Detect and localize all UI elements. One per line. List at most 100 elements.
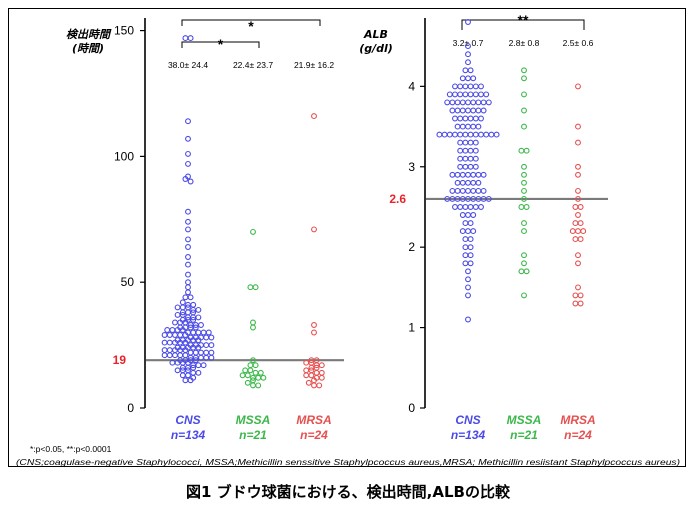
panel1-category-label: CNS [175,413,200,427]
panel2-data-point-cns [472,131,479,138]
panel2-data-point-cns [465,75,471,82]
panel1-data-point-cns [185,150,191,157]
panel1-data-point-cns [182,176,189,182]
panel2-data-point-cns [472,204,479,210]
significance-note: *:p<0.05, **:p<0.0001 [30,444,112,454]
panel2-data-point-cns [465,292,471,299]
panel2-data-point-cns [465,43,471,50]
panel1-n-label: n=134 [171,428,206,442]
panel2-category-label: MSSA [507,413,542,427]
panel2-data-point-cns [446,91,453,98]
panel2-data-point-cns [465,19,471,25]
panel1-data-point-cns [182,339,189,346]
panel1-data-point-cns [172,319,178,326]
panel1-data-point-cns [198,349,204,356]
panel2-data-point-mssa [521,107,527,114]
panel2-data-point-cns [462,204,469,210]
panel1-data-point-cns [174,304,181,311]
figure-caption: 図1 ブドウ球菌における、検出時間,ALBの比較 [186,483,510,501]
panel2-y-tick-label: 4 [408,79,415,93]
panel2-data-point-cns [467,236,474,243]
panel2-data-point-mrsa [572,292,579,299]
panel2-data-point-mssa [521,179,527,186]
panel1-data-point-mrsa [311,329,317,336]
panel2-data-point-mssa [521,187,527,194]
panel1-data-point-mssa [239,372,246,379]
panel2-data-point-cns [436,131,443,138]
panel2-data-point-mrsa [575,187,581,194]
panel2-data-point-cns [488,131,495,138]
panel2-data-point-cns [472,139,479,146]
panel2-data-point-mrsa [575,83,581,90]
panel2-data-point-cns [475,107,482,114]
panel1-data-point-mrsa [318,369,325,376]
panel2-data-point-mrsa [575,171,581,178]
panel1-data-point-cns [203,334,210,341]
panel1-data-point-cns [192,357,199,364]
panel2-data-point-cns [457,147,464,154]
panel2-data-point-cns [452,91,458,98]
panel2-data-point-cns [462,220,469,227]
panel2-data-point-cns [475,99,482,106]
panel1-stat-label-mrsa: 21.9± 16.2 [294,60,334,70]
panel2-data-point-cns [441,131,448,138]
panel2-data-point-cns [475,123,482,130]
panel2-data-point-mssa [521,123,527,130]
panel2-data-point-cns [465,123,471,130]
panel2-data-point-mrsa [575,163,581,170]
panel1-data-point-cns [179,372,186,379]
panel2-data-point-cns [467,260,474,267]
panel1-threshold-label: 19 [113,353,127,367]
panel2-data-point-mssa [518,268,525,275]
panel2-data-point-mrsa [577,220,584,227]
panel2-data-point-mssa [521,91,527,98]
panel2-data-point-mrsa [572,236,579,243]
panel2-data-point-cns [462,147,469,154]
panel2-data-point-cns [472,155,479,162]
panel1-data-point-cns [185,261,191,268]
panel2-significance-mark: ** [518,12,529,28]
panel1-data-point-mssa [255,382,262,389]
panel2-data-point-cns [454,187,461,194]
panel2-data-point-cns [480,171,487,178]
panel1-data-point-cns [187,294,194,301]
panel1-data-point-cns [185,244,191,250]
panel1-data-point-cns [187,377,194,384]
panel2-data-point-cns [470,187,477,194]
panel2-data-point-mssa [523,147,530,154]
panel1-data-point-cns [185,284,191,291]
panel1-data-point-cns [187,349,194,356]
panel2-data-point-cns [470,99,477,106]
panel2-data-point-mrsa [572,204,579,210]
panel1-data-point-mrsa [311,322,317,328]
panel2-data-point-mssa [518,204,525,210]
panel2-data-point-cns [475,187,482,194]
panel1-data-point-mssa [252,369,259,376]
panel1-data-point-cns [161,332,168,338]
panel1-data-point-mssa [260,374,267,381]
panel1-data-point-mssa [250,228,256,235]
panel2-data-point-mrsa [577,204,584,210]
panel2-data-point-mrsa [580,228,587,235]
panel2-data-point-cns [467,91,474,98]
panel1-data-point-cns [195,306,202,313]
panel1-data-point-cns [192,349,199,356]
panel1-data-point-cns [190,369,197,376]
panel2-data-point-cns [462,244,469,251]
panel1-data-point-cns [195,314,202,321]
panel2-data-point-cns [462,83,469,90]
panel2-data-point-mrsa [575,252,581,259]
panel1-data-point-cns [185,289,191,296]
panel2-n-label: n=134 [451,428,486,442]
panel1-data-point-cns [208,354,215,361]
panel1-data-point-cns [179,327,186,333]
panel2-data-point-cns [480,187,487,194]
panel1-data-point-cns [185,226,191,233]
panel1-data-point-mssa [244,379,251,386]
panel2-data-point-cns [452,83,458,90]
panel1-category-label: MSSA [236,413,271,427]
panel2-data-point-cns [467,252,474,259]
panel1-n-label: n=21 [239,428,267,442]
panel1-data-point-cns [190,301,197,308]
